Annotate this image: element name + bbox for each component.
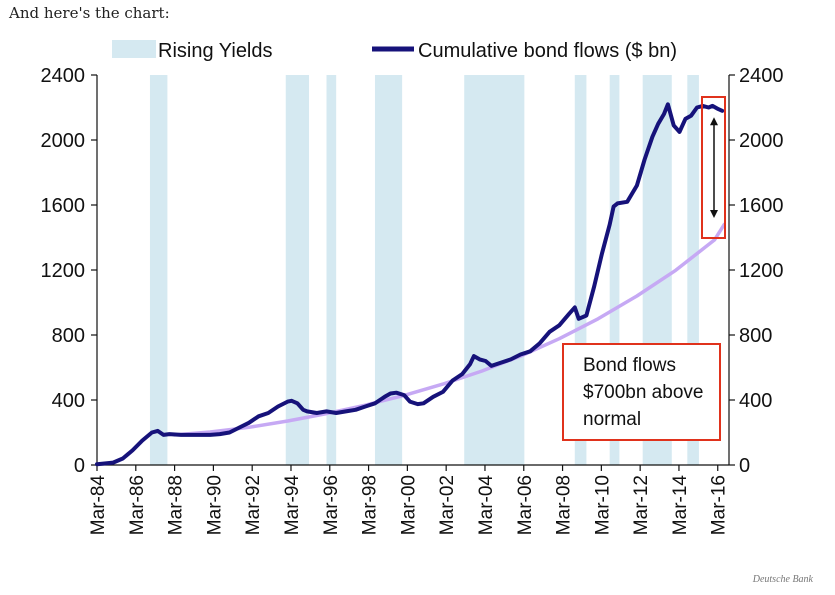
x-tick-label: Mar-02 — [437, 475, 458, 535]
x-tick-label: Mar-96 — [321, 475, 342, 535]
annotation-text-line: Bond flows — [583, 355, 676, 376]
x-tick-label: Mar-86 — [127, 475, 148, 535]
arrow-head-up — [710, 117, 718, 126]
rising-yield-band-1 — [285, 75, 310, 465]
x-axis-ticks: Mar-84 Mar-86 Mar-88 Mar-90 Mar-92 Mar-94 Mar-… — [88, 465, 730, 535]
y-tick-right-label: 2400 — [739, 65, 784, 87]
rising-yield-band-2 — [326, 75, 337, 465]
y-tick-left-label: 1600 — [41, 195, 86, 217]
bond-flows-chart: 0 400 800 1200 1600 2000 2400 0 400 800 1200 1600 2… — [41, 40, 784, 535]
y-axis-right-ticks: 0 400 800 1200 1600 2000 2400 — [729, 65, 784, 477]
x-tick-label: Mar-98 — [360, 475, 381, 535]
y-tick-right-label: 1200 — [739, 260, 784, 282]
y-tick-right-label: 1600 — [739, 195, 784, 217]
rising-yield-band-3 — [374, 75, 403, 465]
annotation-text-line: normal — [583, 409, 641, 430]
y-tick-right-label: 2000 — [739, 130, 784, 152]
highlight-box — [701, 96, 726, 239]
x-tick-label: Mar-90 — [204, 475, 225, 535]
y-tick-left-label: 2000 — [41, 130, 86, 152]
x-tick-label: Mar-10 — [592, 475, 613, 535]
cumulative-bond-flows-line — [95, 102, 725, 467]
x-tick-label: Mar-12 — [631, 475, 652, 535]
annotations: Bond flows $700bn above normal — [562, 96, 726, 441]
rising-yield-band-5 — [574, 75, 587, 465]
arrow-head-down — [710, 210, 718, 218]
legend-swatch-rising-yields — [112, 40, 156, 58]
x-tick-label: Mar-04 — [476, 475, 497, 536]
x-tick-label: Mar-00 — [398, 475, 419, 535]
y-tick-right-label: 400 — [739, 390, 772, 412]
series-lines — [95, 102, 726, 467]
x-tick-label: Mar-84 — [88, 475, 109, 536]
intro-text: And here's the chart: — [9, 4, 170, 22]
annotation-box — [562, 343, 721, 441]
x-tick-label: Mar-14 — [670, 475, 691, 536]
y-tick-right-label: 0 — [739, 455, 750, 477]
y-tick-left-label: 800 — [52, 325, 85, 347]
legend: Rising Yields Cumulative bond flows ($ bn… — [112, 40, 677, 62]
rising-yield-band-6 — [609, 75, 620, 465]
x-tick-label: Mar-06 — [515, 475, 536, 535]
y-axis-left-ticks: 0 400 800 1200 1600 2000 2400 — [41, 65, 97, 477]
x-tick-label: Mar-94 — [282, 475, 303, 536]
x-tick-label: Mar-16 — [709, 475, 730, 535]
y-tick-right-label: 800 — [739, 325, 772, 347]
legend-label-bond-flows: Cumulative bond flows ($ bn) — [418, 40, 677, 62]
x-tick-label: Mar-08 — [554, 475, 575, 535]
x-tick-label: Mar-88 — [166, 475, 187, 535]
rising-yield-band-8 — [687, 75, 699, 465]
normal-trend-line — [172, 222, 726, 437]
y-tick-left-label: 1200 — [41, 260, 86, 282]
x-tick-label: Mar-92 — [243, 475, 264, 535]
annotation-text-line: $700bn above — [583, 382, 703, 403]
y-tick-left-label: 400 — [52, 390, 85, 412]
source-credit: Deutsche Bank — [752, 574, 813, 585]
legend-label-rising-yields: Rising Yields — [158, 40, 273, 62]
rising-yield-band-4 — [464, 75, 525, 465]
y-tick-left-label: 2400 — [41, 65, 86, 87]
rising-yield-band-0 — [149, 75, 168, 465]
y-tick-left-label: 0 — [74, 455, 85, 477]
